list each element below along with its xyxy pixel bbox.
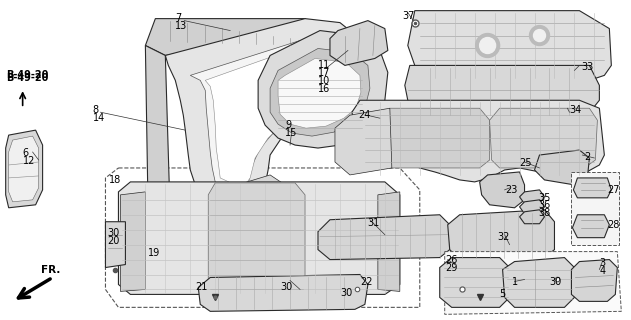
Text: 17: 17 xyxy=(318,68,331,78)
Text: 28: 28 xyxy=(608,220,620,230)
Polygon shape xyxy=(405,65,599,118)
Polygon shape xyxy=(258,31,388,148)
Polygon shape xyxy=(572,172,620,244)
Text: 34: 34 xyxy=(569,105,582,115)
Polygon shape xyxy=(490,108,598,168)
Text: 29: 29 xyxy=(445,262,458,273)
Polygon shape xyxy=(448,210,555,260)
Polygon shape xyxy=(105,222,126,268)
Text: 24: 24 xyxy=(358,110,370,120)
Text: FR.: FR. xyxy=(40,266,60,276)
Circle shape xyxy=(534,29,545,42)
Polygon shape xyxy=(574,178,611,198)
Polygon shape xyxy=(335,108,392,175)
Polygon shape xyxy=(519,200,545,214)
Text: 23: 23 xyxy=(505,185,518,195)
Text: 35: 35 xyxy=(538,193,551,203)
Polygon shape xyxy=(145,19,315,55)
Text: 25: 25 xyxy=(519,158,532,168)
Text: 11: 11 xyxy=(318,60,330,70)
Polygon shape xyxy=(572,215,610,238)
Text: 32: 32 xyxy=(498,232,510,242)
Text: 20: 20 xyxy=(107,236,120,246)
Text: 6: 6 xyxy=(23,148,29,158)
Text: 8: 8 xyxy=(93,105,98,115)
Polygon shape xyxy=(205,49,320,188)
Text: 21: 21 xyxy=(195,283,208,292)
Text: 30: 30 xyxy=(280,283,292,292)
Polygon shape xyxy=(198,275,368,311)
Polygon shape xyxy=(378,108,490,168)
Polygon shape xyxy=(165,19,355,220)
Text: 14: 14 xyxy=(93,113,105,123)
Circle shape xyxy=(476,34,500,58)
Polygon shape xyxy=(408,11,611,80)
Text: 38: 38 xyxy=(538,208,551,218)
Text: 18: 18 xyxy=(109,175,121,185)
Text: 12: 12 xyxy=(23,156,35,166)
Text: 30: 30 xyxy=(107,228,120,238)
Text: 36: 36 xyxy=(538,200,551,210)
Text: B-49-20: B-49-20 xyxy=(6,73,48,84)
Polygon shape xyxy=(352,100,604,182)
Polygon shape xyxy=(188,175,285,230)
Text: 7: 7 xyxy=(175,13,182,23)
Polygon shape xyxy=(378,192,400,292)
Polygon shape xyxy=(502,258,574,307)
Polygon shape xyxy=(145,45,170,228)
Polygon shape xyxy=(519,210,545,224)
Polygon shape xyxy=(519,190,545,204)
Text: 26: 26 xyxy=(445,255,458,265)
Text: 2: 2 xyxy=(584,152,591,162)
Polygon shape xyxy=(119,182,400,294)
Polygon shape xyxy=(318,215,450,260)
Text: 3: 3 xyxy=(599,258,606,268)
Text: 5: 5 xyxy=(500,289,506,300)
Text: 19: 19 xyxy=(148,248,161,258)
Text: 27: 27 xyxy=(608,185,620,195)
Text: 33: 33 xyxy=(581,62,594,72)
Polygon shape xyxy=(572,260,617,301)
Text: 1: 1 xyxy=(512,277,517,287)
Text: 13: 13 xyxy=(175,20,187,31)
Text: 30: 30 xyxy=(340,288,352,299)
Polygon shape xyxy=(9,136,38,202)
Text: 4: 4 xyxy=(599,266,606,276)
Text: 16: 16 xyxy=(318,84,330,94)
Polygon shape xyxy=(121,192,145,292)
Text: 10: 10 xyxy=(318,76,330,86)
Text: 31: 31 xyxy=(367,218,379,228)
Text: 15: 15 xyxy=(285,128,297,138)
Polygon shape xyxy=(534,150,589,185)
Text: B-49-20: B-49-20 xyxy=(6,70,48,80)
Polygon shape xyxy=(480,172,524,208)
Polygon shape xyxy=(278,59,361,128)
Polygon shape xyxy=(191,41,335,195)
Text: 22: 22 xyxy=(360,277,372,287)
Text: 9: 9 xyxy=(285,120,291,130)
Polygon shape xyxy=(445,252,622,314)
Text: 30: 30 xyxy=(550,277,562,287)
Text: 37: 37 xyxy=(403,11,415,21)
Circle shape xyxy=(529,26,550,45)
Circle shape xyxy=(480,37,495,53)
Polygon shape xyxy=(440,258,510,307)
Polygon shape xyxy=(330,20,388,65)
Polygon shape xyxy=(6,130,43,208)
Polygon shape xyxy=(208,183,305,294)
Polygon shape xyxy=(270,49,370,136)
